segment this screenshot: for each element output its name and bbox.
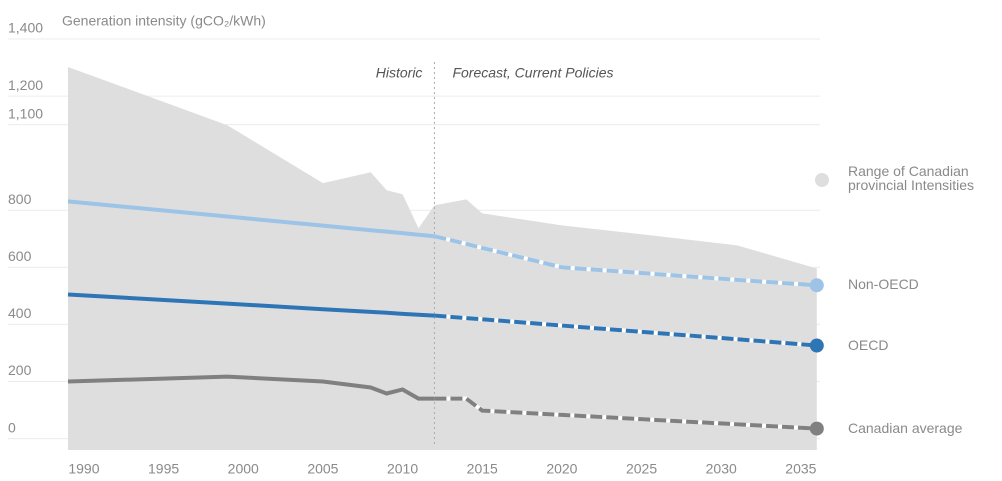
end-marker xyxy=(809,278,824,293)
line-historic xyxy=(67,292,435,318)
y-tick-label: 1,400 xyxy=(8,20,43,36)
x-tick-label: 2020 xyxy=(546,461,577,477)
line-forecast xyxy=(434,396,817,431)
x-tick-label: 2005 xyxy=(307,461,338,477)
y-tick-label: 400 xyxy=(8,305,32,321)
y-tick-label: 200 xyxy=(8,362,32,378)
y-tick-label: 0 xyxy=(8,419,16,435)
legend-label: Range of Canadian provincial Intensities xyxy=(848,163,975,193)
x-tick-label: 2000 xyxy=(228,461,259,477)
x-tick-label: 2030 xyxy=(706,461,737,477)
y-tick-label: 600 xyxy=(8,248,32,264)
annotation: Forecast, Current Policies xyxy=(452,65,613,81)
end-marker xyxy=(809,421,824,436)
y-tick-label: 800 xyxy=(8,191,32,207)
line-forecast-bg xyxy=(434,313,817,348)
annotation: Historic xyxy=(376,65,423,81)
chart-title: Generation intensity (gCO₂/kWh) xyxy=(62,13,266,29)
x-tick-label: 2025 xyxy=(626,461,657,477)
x-tick-label: 2010 xyxy=(387,461,418,477)
line-forecast xyxy=(433,234,817,288)
range-area xyxy=(68,66,817,450)
line-historic xyxy=(67,199,435,239)
x-tick-label: 2035 xyxy=(785,461,816,477)
x-tick-label: 2015 xyxy=(467,461,498,477)
legend-marker xyxy=(815,173,829,187)
legend-label: Non-OECD xyxy=(848,276,919,293)
line-historic xyxy=(67,374,435,401)
x-tick-label: 1990 xyxy=(68,461,99,477)
y-tick-label: 1,200 xyxy=(8,77,43,93)
legend-label: Canadian average xyxy=(848,419,963,436)
legend-label: OECD xyxy=(848,336,889,353)
x-tick-label: 1995 xyxy=(148,461,179,477)
end-marker xyxy=(809,338,824,353)
y-tick-label: 1,100 xyxy=(8,105,43,121)
